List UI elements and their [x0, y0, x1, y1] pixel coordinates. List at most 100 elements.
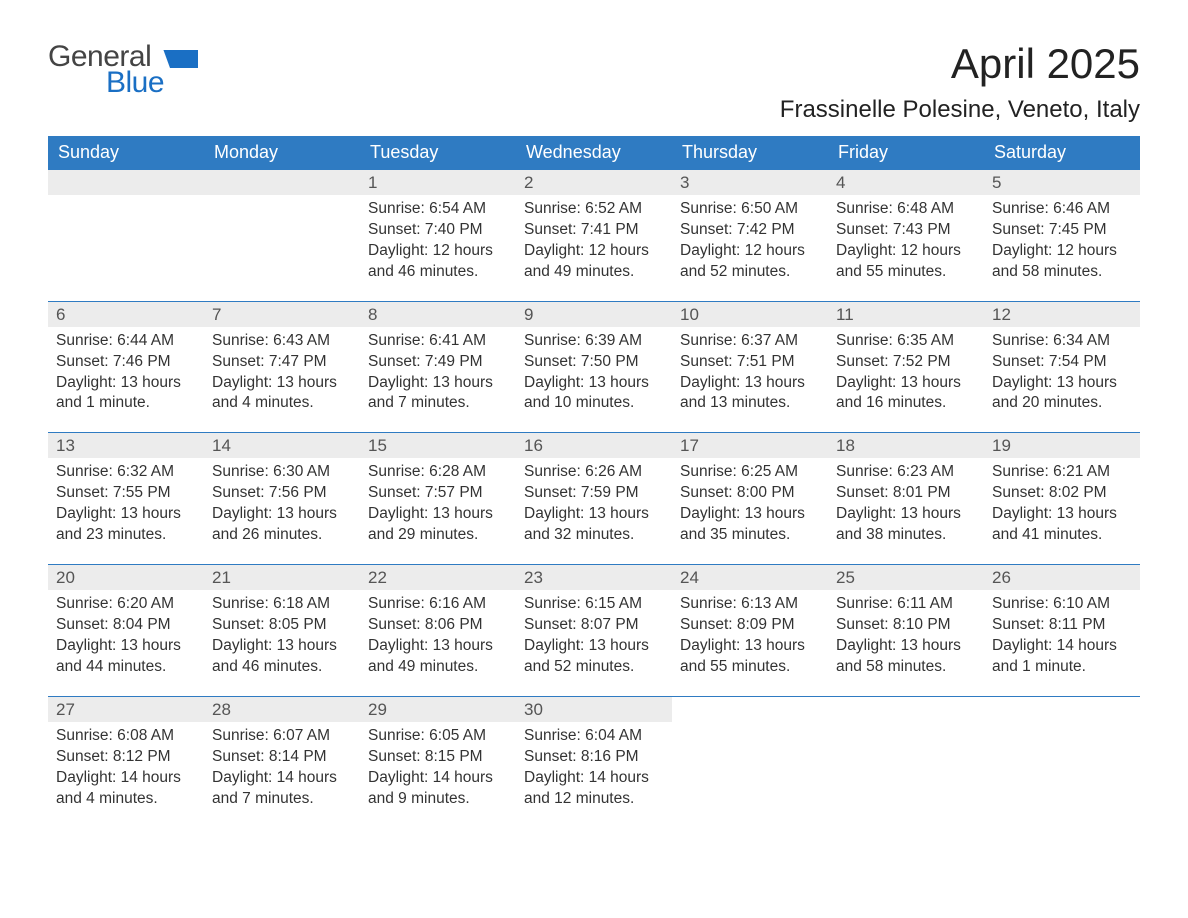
daylight-text: and 44 minutes. — [56, 657, 196, 678]
daylight-text: Daylight: 13 hours — [56, 504, 196, 525]
daylight-text: Daylight: 13 hours — [836, 504, 976, 525]
day-number-cell: 18 — [828, 433, 984, 459]
day-content-cell: Sunrise: 6:41 AMSunset: 7:49 PMDaylight:… — [360, 327, 516, 433]
sunrise-text: Sunrise: 6:41 AM — [368, 331, 508, 352]
day-content-cell: Sunrise: 6:25 AMSunset: 8:00 PMDaylight:… — [672, 458, 828, 564]
day-content-cell: Sunrise: 6:18 AMSunset: 8:05 PMDaylight:… — [204, 590, 360, 696]
sunrise-text: Sunrise: 6:15 AM — [524, 594, 664, 615]
sunset-text: Sunset: 8:16 PM — [524, 747, 664, 768]
sunset-text: Sunset: 7:54 PM — [992, 352, 1132, 373]
day-number-cell: 19 — [984, 433, 1140, 459]
day-content-cell: Sunrise: 6:23 AMSunset: 8:01 PMDaylight:… — [828, 458, 984, 564]
daylight-text: Daylight: 12 hours — [524, 241, 664, 262]
day-content-cell: Sunrise: 6:26 AMSunset: 7:59 PMDaylight:… — [516, 458, 672, 564]
sunrise-text: Sunrise: 6:48 AM — [836, 199, 976, 220]
daylight-text: and 49 minutes. — [524, 262, 664, 283]
content-row: Sunrise: 6:54 AMSunset: 7:40 PM Daylight:… — [48, 195, 1140, 301]
day-number-cell: 15 — [360, 433, 516, 459]
daylight-text: and 38 minutes. — [836, 525, 976, 546]
daylight-text: Daylight: 13 hours — [368, 373, 508, 394]
day-number-cell: 27 — [48, 696, 204, 722]
sunset-text: Sunset: 8:06 PM — [368, 615, 508, 636]
day-number-cell: 3 — [672, 170, 828, 196]
sunset-text: Sunset: 8:01 PM — [836, 483, 976, 504]
daylight-text: Daylight: 13 hours — [524, 373, 664, 394]
daylight-text: Daylight: 13 hours — [524, 504, 664, 525]
sunset-text: Sunset: 8:02 PM — [992, 483, 1132, 504]
day-content-cell: Sunrise: 6:11 AMSunset: 8:10 PMDaylight:… — [828, 590, 984, 696]
sunset-text: Sunset: 7:56 PM — [212, 483, 352, 504]
content-row: Sunrise: 6:32 AMSunset: 7:55 PMDaylight:… — [48, 458, 1140, 564]
daylight-text: and 55 minutes. — [836, 262, 976, 283]
daylight-text: and 41 minutes. — [992, 525, 1132, 546]
daylight-text: and 49 minutes. — [368, 657, 508, 678]
daylight-text: and 16 minutes. — [836, 393, 976, 414]
logo-word-2: Blue — [106, 66, 164, 100]
daylight-text: and 58 minutes. — [992, 262, 1132, 283]
sunrise-text: Sunrise: 6:04 AM — [524, 726, 664, 747]
day-content-cell: Sunrise: 6:16 AMSunset: 8:06 PMDaylight:… — [360, 590, 516, 696]
sunrise-text: Sunrise: 6:05 AM — [368, 726, 508, 747]
day-content-cell: Sunrise: 6:04 AMSunset: 8:16 PMDaylight:… — [516, 722, 672, 828]
daylight-text: and 13 minutes. — [680, 393, 820, 414]
daylight-text: Daylight: 14 hours — [992, 636, 1132, 657]
dayname-header: Saturday — [984, 136, 1140, 170]
day-content-cell: Sunrise: 6:05 AMSunset: 8:15 PMDaylight:… — [360, 722, 516, 828]
logo-text-block: General Blue — [48, 40, 164, 100]
day-number-cell: 25 — [828, 565, 984, 591]
daylight-text: and 20 minutes. — [992, 393, 1132, 414]
day-content-cell: Sunrise: 6:34 AMSunset: 7:54 PMDaylight:… — [984, 327, 1140, 433]
sunset-text: Sunset: 7:46 PM — [56, 352, 196, 373]
day-number-cell: 22 — [360, 565, 516, 591]
dayname-header: Thursday — [672, 136, 828, 170]
sunrise-text: Sunrise: 6:46 AM — [992, 199, 1132, 220]
sunrise-text: Sunrise: 6:18 AM — [212, 594, 352, 615]
logo-flag-icon — [162, 46, 198, 68]
daynum-row: 12345 — [48, 170, 1140, 196]
day-number-cell: 2 — [516, 170, 672, 196]
daylight-text: and 52 minutes. — [680, 262, 820, 283]
day-content-cell: Sunrise: 6:37 AMSunset: 7:51 PMDaylight:… — [672, 327, 828, 433]
daylight-text: Daylight: 13 hours — [56, 373, 196, 394]
day-content-cell: Sunrise: 6:43 AMSunset: 7:47 PMDaylight:… — [204, 327, 360, 433]
day-number-cell — [204, 170, 360, 196]
sunrise-text: Sunrise: 6:28 AM — [368, 462, 508, 483]
day-number-cell: 17 — [672, 433, 828, 459]
day-content-cell — [828, 722, 984, 828]
sunrise-text: Sunrise: 6:07 AM — [212, 726, 352, 747]
day-content-cell: Sunrise: 6:46 AMSunset: 7:45 PMDaylight:… — [984, 195, 1140, 301]
day-number-cell: 30 — [516, 696, 672, 722]
day-content-cell: Sunrise: 6:39 AMSunset: 7:50 PMDaylight:… — [516, 327, 672, 433]
daylight-text: and 12 minutes. — [524, 789, 664, 810]
sunrise-text: Sunrise: 6:26 AM — [524, 462, 664, 483]
sunset-text: Sunset: 7:40 PM — [368, 220, 508, 241]
day-number-cell: 1 — [360, 170, 516, 196]
day-content-cell: Sunrise: 6:32 AMSunset: 7:55 PMDaylight:… — [48, 458, 204, 564]
sunrise-text: Sunrise: 6:35 AM — [836, 331, 976, 352]
day-content-cell: Sunrise: 6:48 AMSunset: 7:43 PMDaylight:… — [828, 195, 984, 301]
sunrise-text: Sunrise: 6:54 AM — [368, 199, 508, 220]
daylight-text: Daylight: 13 hours — [524, 636, 664, 657]
sunset-text: Sunset: 7:47 PM — [212, 352, 352, 373]
dayname-header: Monday — [204, 136, 360, 170]
sunset-text: Sunset: 8:14 PM — [212, 747, 352, 768]
day-number-cell: 6 — [48, 301, 204, 327]
day-content-cell: Sunrise: 6:44 AMSunset: 7:46 PMDaylight:… — [48, 327, 204, 433]
sunrise-text: Sunrise: 6:30 AM — [212, 462, 352, 483]
content-row: Sunrise: 6:44 AMSunset: 7:46 PMDaylight:… — [48, 327, 1140, 433]
daylight-text: and 4 minutes. — [212, 393, 352, 414]
content-row: Sunrise: 6:20 AMSunset: 8:04 PMDaylight:… — [48, 590, 1140, 696]
daylight-text: Daylight: 13 hours — [680, 636, 820, 657]
location-subtitle: Frassinelle Polesine, Veneto, Italy — [780, 96, 1140, 124]
daylight-text: Daylight: 13 hours — [680, 373, 820, 394]
sunrise-text: Sunrise: 6:34 AM — [992, 331, 1132, 352]
day-content-cell: Sunrise: 6:52 AMSunset: 7:41 PMDaylight:… — [516, 195, 672, 301]
sunrise-text: Sunrise: 6:21 AM — [992, 462, 1132, 483]
sunset-text: Sunset: 7:55 PM — [56, 483, 196, 504]
day-number-cell: 29 — [360, 696, 516, 722]
daylight-text: Daylight: 13 hours — [680, 504, 820, 525]
daylight-text: Daylight: 13 hours — [212, 373, 352, 394]
daynum-row: 20212223242526 — [48, 565, 1140, 591]
day-number-cell — [984, 696, 1140, 722]
daylight-text: and 29 minutes. — [368, 525, 508, 546]
